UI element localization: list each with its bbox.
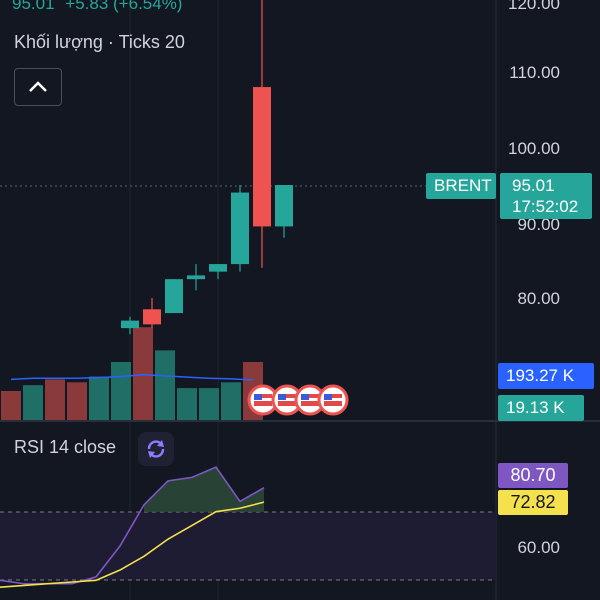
collapse-button[interactable]	[14, 68, 62, 106]
last-price-tag: 95.01 17:52:02	[500, 173, 592, 219]
volume-bar	[1, 391, 21, 420]
rsi-indicator-title[interactable]: RSI 14 close	[14, 437, 117, 457]
candle-body	[231, 192, 249, 265]
price-axis-label: 120.00	[508, 0, 560, 13]
candles-layer	[121, 0, 293, 335]
current-price: 95.01	[12, 0, 55, 13]
price-axis-label: 80.00	[517, 289, 560, 308]
candle-body	[121, 320, 139, 329]
rsi-ma-line	[0, 501, 265, 588]
volume-bar	[155, 350, 175, 420]
us-event-flag-icon	[294, 384, 326, 416]
candle-body	[209, 264, 227, 272]
volume-bar	[45, 379, 65, 420]
price-header: 95.01 +5.83 (+6.54%)	[12, 0, 188, 14]
rsi-layer	[0, 466, 265, 588]
volume-bar	[111, 362, 131, 420]
volume-bar	[133, 327, 153, 420]
volume-value-tag: 193.27 K	[498, 363, 594, 389]
rsi-axis-label: 60.00	[517, 538, 560, 557]
price-axis-label: 100.00	[508, 139, 560, 158]
symbol-tag[interactable]: BRENT	[426, 173, 496, 199]
volume-bar	[67, 382, 87, 420]
rsi-overbought-fill	[144, 467, 264, 512]
volume-ma-line	[10, 374, 254, 381]
rsi-value-tag: 80.70	[498, 463, 568, 488]
candle-body	[143, 309, 161, 325]
volume-ma-tag: 19.13 K	[498, 395, 584, 421]
candle-body	[187, 275, 205, 280]
us-event-flag-icon	[317, 384, 349, 416]
refresh-icon	[147, 440, 165, 458]
chevron-up-icon	[29, 81, 47, 92]
price-axis-label: 90.00	[517, 215, 560, 234]
volume-bar	[177, 388, 197, 420]
price-change: +5.83 (+6.54%)	[65, 0, 183, 13]
bar-countdown: 17:52:02	[512, 197, 579, 216]
volume-layer	[1, 327, 263, 420]
volume-bar	[221, 382, 241, 420]
candle-body	[253, 87, 271, 227]
volume-bar	[89, 376, 109, 420]
volume-bar	[199, 388, 219, 420]
volume-indicator-title[interactable]: Khối lượng · Ticks 20	[14, 32, 185, 52]
volume-bar	[23, 385, 43, 420]
candle-body	[275, 185, 293, 227]
rsi-refresh-button[interactable]	[138, 432, 174, 466]
candle-body	[165, 279, 183, 314]
rsi-ma-tag: 72.82	[498, 490, 568, 515]
rsi-band	[0, 512, 496, 580]
price-axis-label: 110.00	[509, 63, 560, 82]
last-price-value: 95.01	[512, 176, 555, 195]
